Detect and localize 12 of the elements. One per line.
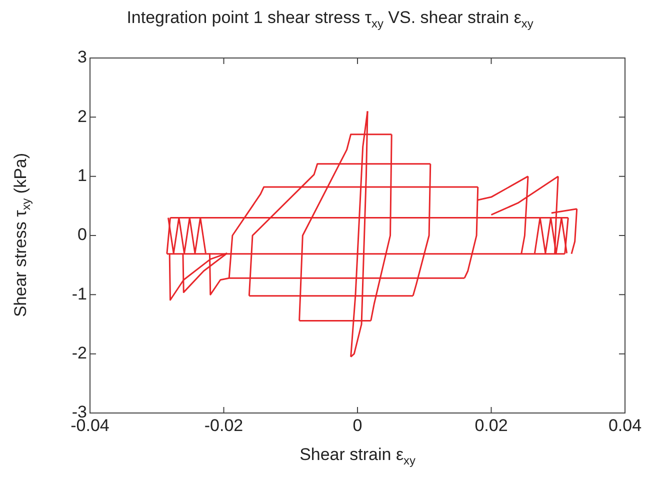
x-tick-label: 0 (352, 416, 362, 435)
chart-title: Integration point 1 shear stress τ$_{xy}$ VS. shear strain ε$_{xy}$ (126, 8, 534, 30)
y-tick-label: -1 (72, 284, 87, 304)
y-tick-label: 0 (78, 225, 87, 244)
y-tick-label: 2 (78, 106, 87, 126)
y-tick-label: 1 (78, 166, 87, 186)
x-axis-title: Shear strain ε$_{xy}$ (298, 445, 416, 468)
x-tick-label: -0.02 (204, 416, 244, 435)
y-tick-label: 3 (78, 48, 87, 67)
x-tick-label: 0.04 (608, 416, 642, 435)
y-tick-label: -2 (72, 344, 87, 363)
x-tick-label: 0.02 (474, 416, 508, 435)
